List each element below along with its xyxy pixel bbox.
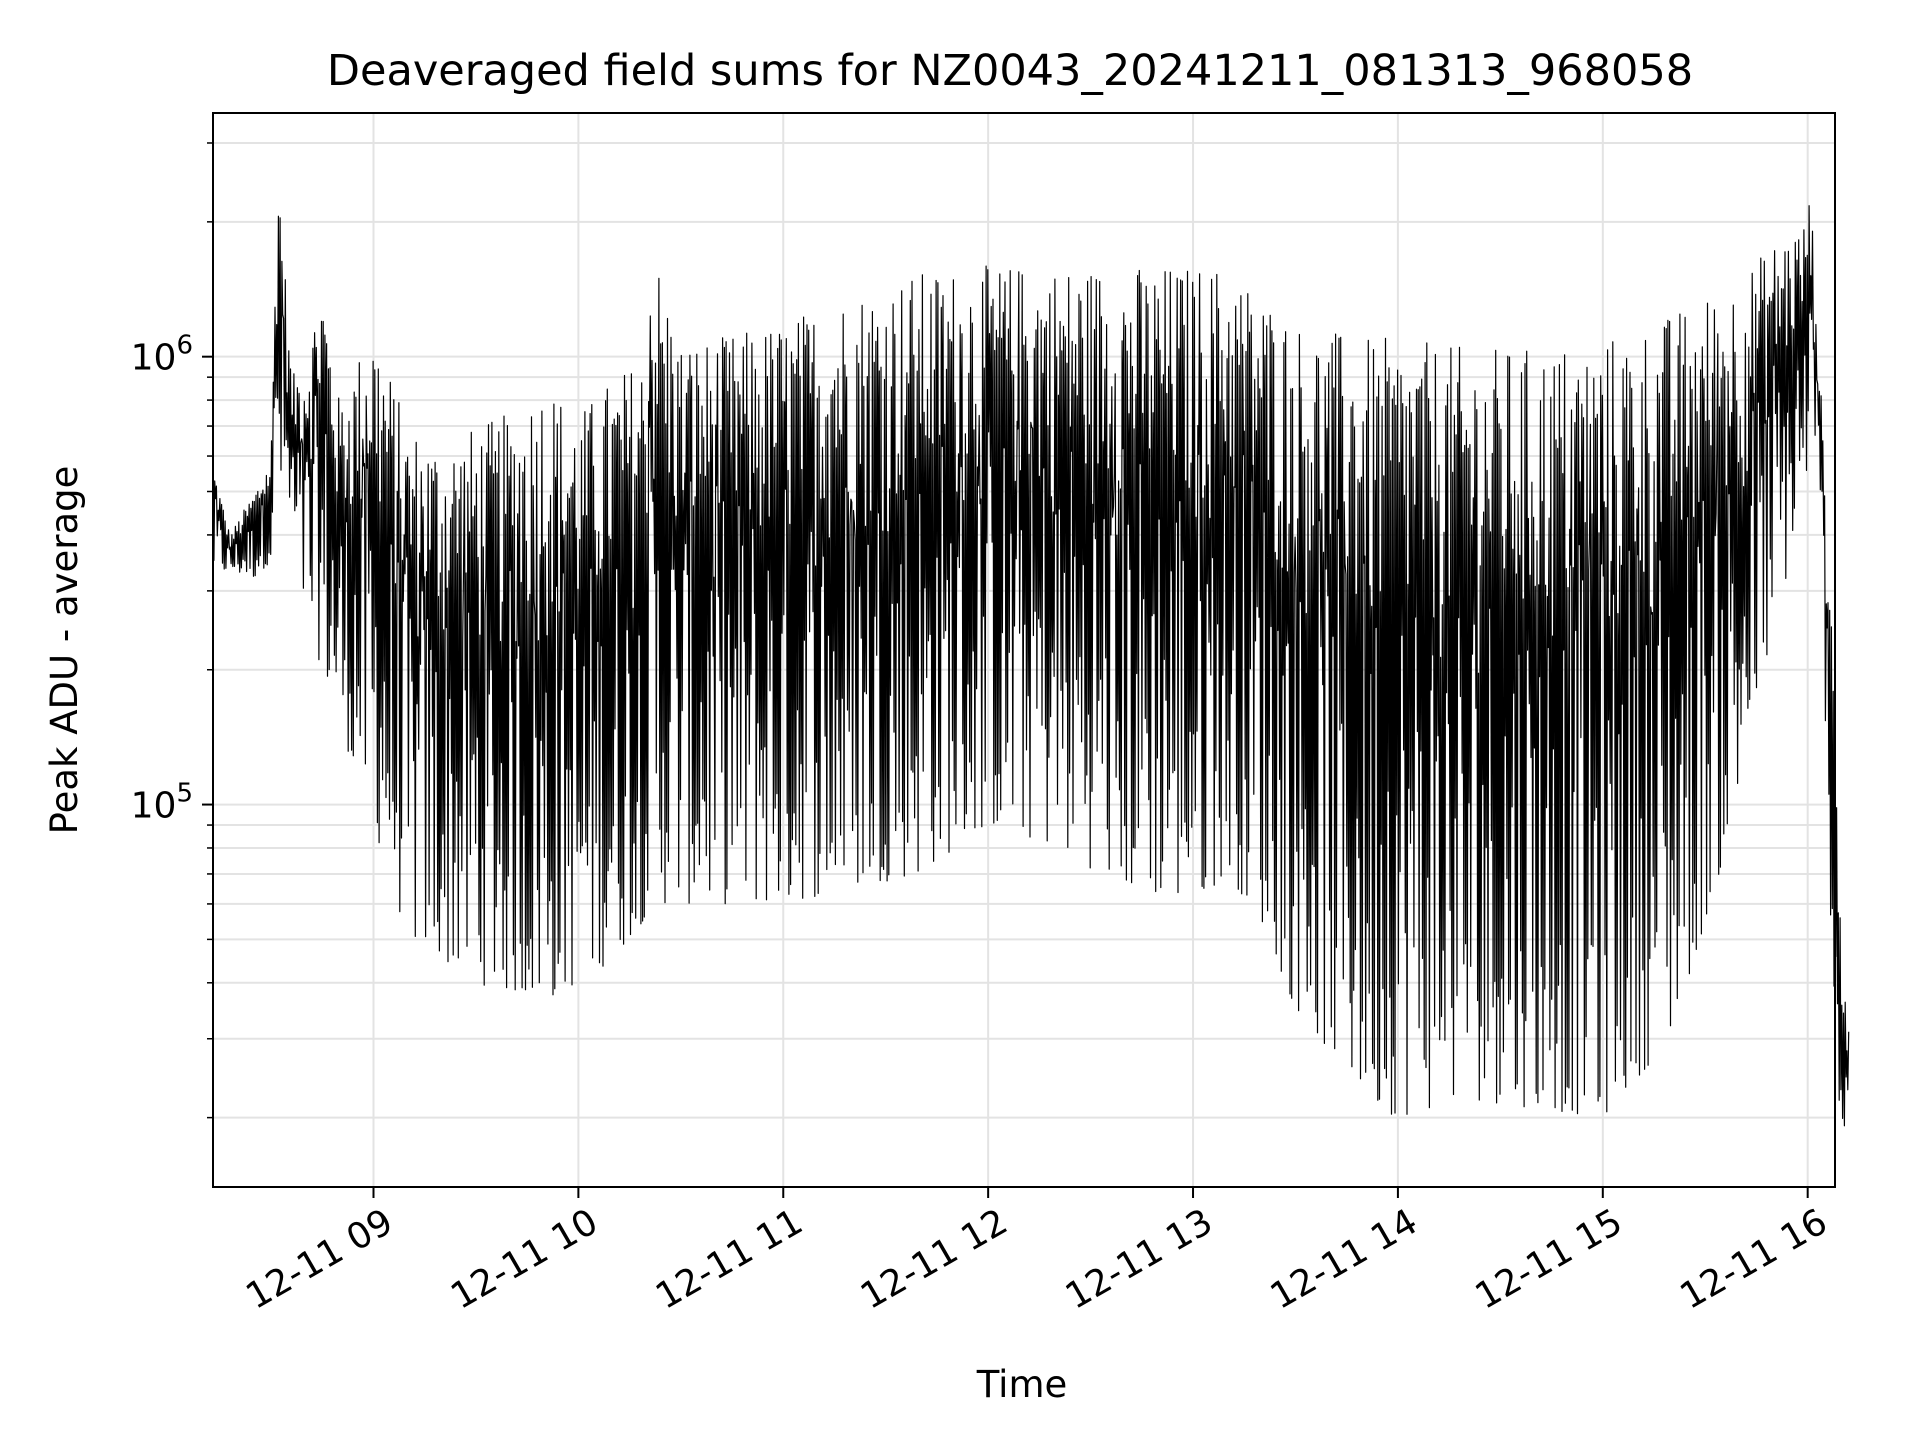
chart-title: Deaveraged field sums for NZ0043_2024121… (327, 46, 1693, 96)
y-axis: 105 106 (131, 142, 213, 1119)
data-series (212, 205, 1850, 1127)
y-tick-label: 106 (131, 331, 193, 379)
y-axis-label: Peak ADU - average (43, 466, 86, 835)
x-tick-label: 12-11 13 (1059, 1201, 1220, 1317)
x-tick-label: 12-11 12 (854, 1201, 1015, 1317)
x-tick-label: 12-11 09 (239, 1201, 400, 1317)
x-axis: 12-11 09 12-11 10 12-11 11 12-11 12 12-11 13… (239, 1187, 1834, 1318)
series-line (212, 205, 1850, 1127)
x-tick-label: 12-11 16 (1674, 1201, 1835, 1317)
x-tick-label: 12-11 14 (1264, 1201, 1425, 1317)
x-tick-label: 12-11 15 (1469, 1201, 1630, 1317)
x-axis-label: Time (976, 1363, 1068, 1406)
x-tick-label: 12-11 10 (444, 1201, 605, 1317)
y-tick-label: 105 (131, 779, 193, 827)
plot-area-frame (212, 112, 1836, 1188)
x-tick-label: 12-11 11 (649, 1201, 810, 1317)
